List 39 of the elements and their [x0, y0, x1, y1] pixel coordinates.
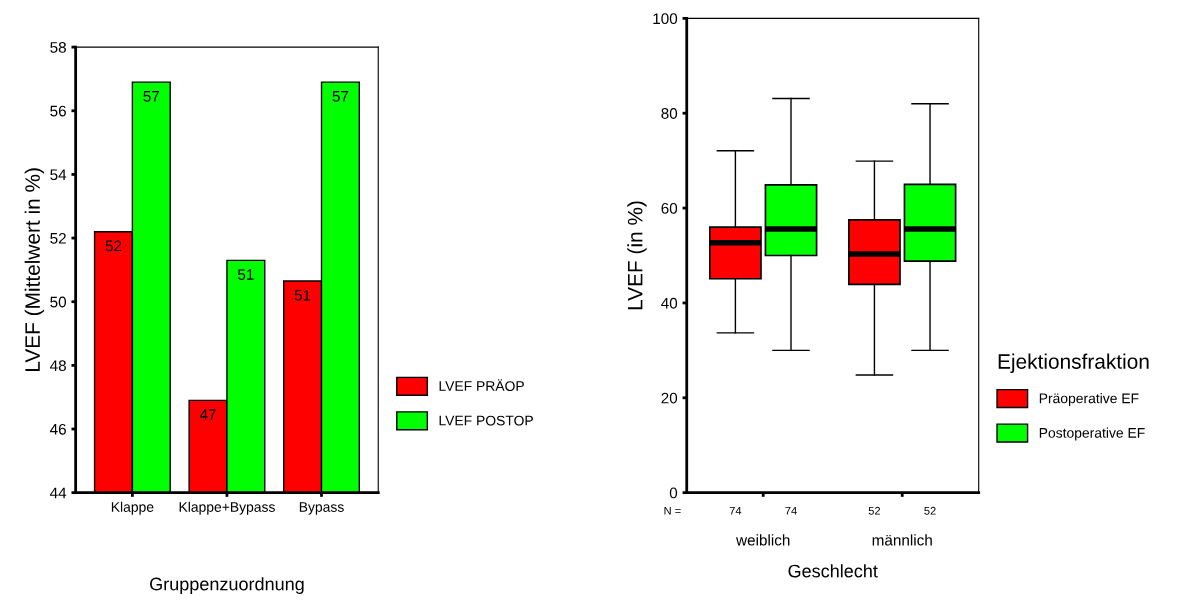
text: 74 [785, 506, 797, 515]
x-tick-label: weiblich [736, 534, 790, 546]
legend-label: Postoperative EF [1039, 427, 1145, 441]
x-tick-label: männlich [872, 534, 932, 546]
legend-label: LVEF PRÄOP [439, 379, 524, 391]
y-tick-label: 48 [49, 360, 66, 372]
y-tick-label: 100 [653, 13, 678, 25]
legend-title: Ejektionsfraktion [998, 353, 1149, 373]
y-axis-title: LVEF (Mittelwert in %) [24, 168, 45, 372]
y-tick-label: 60 [661, 202, 678, 214]
data-label: 57 [332, 91, 349, 102]
data-label: 57 [143, 91, 160, 102]
y-tick-label: 40 [661, 297, 678, 309]
y-tick-label: 20 [661, 392, 678, 404]
data-label: 47 [199, 409, 216, 420]
text: N = [664, 506, 681, 515]
text: 74 [729, 506, 742, 515]
y-tick-label: 54 [50, 169, 67, 181]
y-tick-label: 52 [50, 232, 66, 244]
y-tick-label: 46 [49, 423, 66, 435]
y-tick-label: 80 [661, 108, 678, 119]
x-tick-label: Klappe [111, 501, 154, 515]
y-axis-title: LVEF (in %) [627, 201, 647, 310]
text: 52 [924, 506, 936, 515]
data-label: 51 [237, 269, 254, 280]
legend-label: LVEF POSTOP [439, 415, 533, 426]
y-tick-label: 56 [50, 105, 66, 117]
x-axis-title: Geschlecht [788, 564, 878, 578]
x-axis-title: Gruppenzuordnung [150, 577, 304, 594]
x-tick-label: Bypass [299, 502, 344, 515]
y-tick-label: 44 [49, 487, 67, 499]
y-tick-label: 58 [50, 41, 66, 53]
y-tick-label: 0 [669, 487, 678, 499]
text: 52 [868, 506, 881, 515]
data-label: 51 [294, 289, 311, 301]
legend-label: Präoperative EF [1039, 393, 1139, 407]
x-tick-label: Klappe+Bypass [179, 501, 275, 515]
data-label: 52 [105, 240, 122, 252]
y-tick-label: 50 [50, 296, 67, 308]
